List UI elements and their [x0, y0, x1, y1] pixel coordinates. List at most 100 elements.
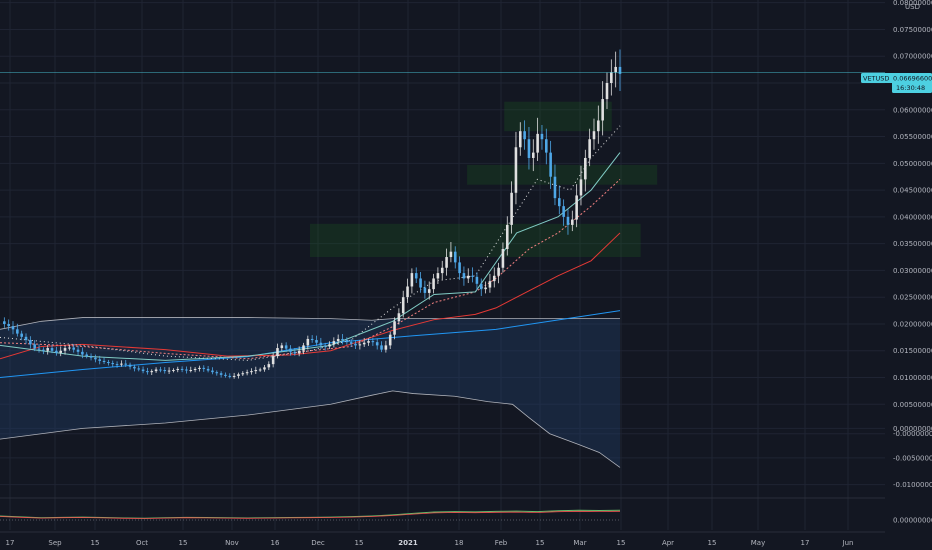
candle-body: [571, 219, 574, 225]
candle-body: [375, 342, 379, 346]
candle-body: [562, 206, 565, 217]
candle-body: [306, 338, 310, 346]
price-tick-label: 0.03000000: [893, 267, 932, 275]
candle-body: [85, 354, 89, 357]
candle-body: [29, 340, 32, 345]
time-tick-label: Sep: [48, 539, 62, 547]
currency-label: USD: [905, 3, 920, 11]
candle-body: [193, 368, 197, 371]
candle-body: [16, 329, 19, 334]
candle-body: [284, 345, 288, 349]
candle-body: [33, 344, 36, 349]
time-axis[interactable]: 17 Sep 15 Oct 15 Nov 16 Dec 15 2021 18 Feb 15 Mar 15 Ap…: [0, 531, 885, 547]
price-tick-label: 0.06000000: [893, 106, 932, 114]
price-tick-label: -0.00000000: [893, 430, 932, 438]
candle-body: [354, 343, 357, 346]
candle-body: [89, 356, 93, 358]
moving-average-line: [0, 232, 621, 360]
candle-body: [410, 273, 414, 287]
candle-body: [120, 363, 123, 365]
candle-body: [98, 359, 102, 361]
candle-body: [588, 139, 591, 158]
price-tick-label: 0.07500000: [893, 26, 932, 34]
candle-body: [50, 348, 54, 351]
candle-body: [150, 371, 154, 373]
candle-body: [449, 251, 453, 258]
current-price-tag: VETUSD 0.06696600 16:30:48: [861, 73, 932, 93]
candle-body: [237, 374, 240, 376]
candle-body: [367, 341, 370, 343]
price-tick-label: 0.01000000: [893, 374, 932, 382]
candle-body: [484, 287, 487, 290]
candle-body: [358, 344, 362, 346]
price-tick-label: 0.02000000: [893, 320, 932, 328]
candle-body: [315, 340, 318, 343]
candle-body: [68, 347, 71, 349]
time-tick-label: Apr: [662, 539, 674, 547]
candle-body: [406, 286, 409, 298]
time-tick-label: 15: [708, 539, 717, 547]
candle-body: [523, 131, 526, 140]
candle-body: [232, 375, 236, 377]
time-tick-label: 15: [617, 539, 626, 547]
candle-body: [362, 342, 366, 345]
candle-body: [579, 179, 583, 196]
candle-body: [280, 345, 284, 349]
time-tick-label: Jun: [842, 539, 854, 547]
candle-body: [319, 342, 323, 346]
time-tick-label: May: [751, 539, 765, 547]
candle-body: [597, 120, 600, 132]
candle-body: [527, 139, 531, 158]
price-tick-label: 0.01500000: [893, 347, 932, 355]
support-zone: [310, 223, 641, 258]
band-upper-line: [0, 317, 620, 330]
candle-body: [536, 133, 539, 153]
candle-body: [215, 372, 219, 374]
candle-body: [42, 349, 45, 351]
candle-body: [63, 348, 67, 351]
candle-body: [24, 336, 28, 341]
candle-body: [3, 321, 6, 324]
candle-body: [302, 345, 305, 351]
candle-body: [388, 334, 392, 346]
candle-body: [297, 350, 301, 354]
candle-body: [475, 276, 479, 284]
band-lower-line: [0, 390, 621, 468]
candle-body: [20, 333, 23, 337]
time-tick-label: 18: [455, 539, 464, 547]
price-tick-label: 0.04500000: [893, 187, 932, 195]
candle-body: [146, 371, 149, 373]
candle-body: [592, 131, 596, 140]
candle-body: [115, 364, 119, 366]
candle-body: [501, 249, 505, 268]
time-tick-label: Nov: [225, 539, 239, 547]
time-tick-label: 15: [179, 539, 188, 547]
candle-body: [545, 139, 548, 153]
symbol-label: VETUSD: [863, 75, 889, 83]
support-zone: [467, 164, 658, 185]
candle-body: [540, 133, 544, 140]
candle-body: [11, 326, 15, 330]
candle-body: [172, 370, 175, 372]
candle-body: [46, 348, 49, 351]
candle-body: [254, 370, 258, 372]
candle-body: [436, 273, 440, 279]
candle-body: [445, 257, 448, 268]
candle-body: [601, 99, 604, 121]
candle-body: [111, 363, 115, 365]
candle-body: [466, 275, 470, 279]
candle-body: [167, 370, 171, 372]
candle-body: [419, 278, 422, 288]
time-tick-label: 2021: [398, 539, 418, 547]
candle-body: [250, 371, 253, 373]
candles: [3, 49, 622, 379]
candle-body: [614, 66, 617, 73]
candle-body: [107, 361, 110, 364]
candle-body: [341, 338, 344, 341]
candle-body: [7, 323, 10, 327]
candle-body: [228, 375, 232, 377]
candle-body: [332, 341, 336, 345]
time-tick-label: 15: [355, 539, 364, 547]
indicator-axis-label: 0.00000000: [893, 517, 932, 525]
